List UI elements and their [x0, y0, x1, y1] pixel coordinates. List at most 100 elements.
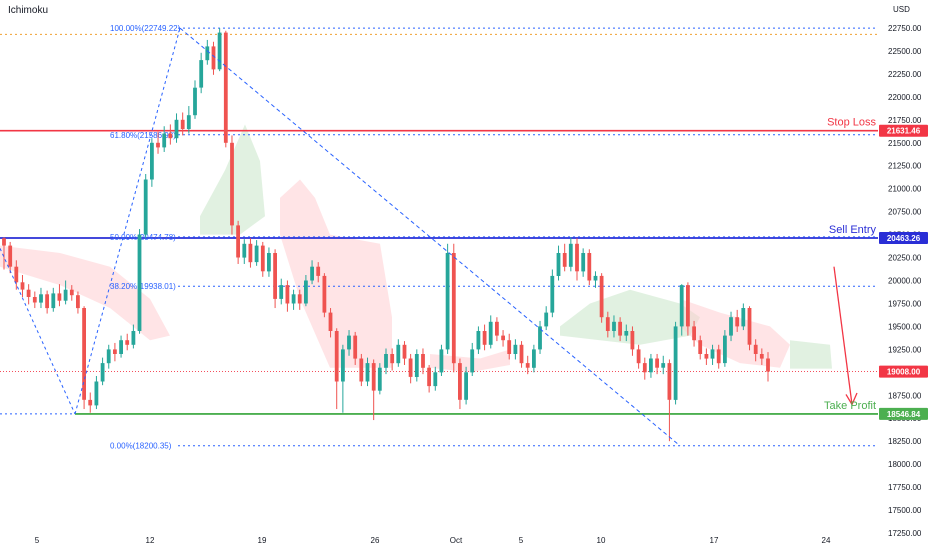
candle-body	[21, 282, 25, 289]
candle-body	[458, 363, 462, 400]
cloud-region-4	[560, 290, 700, 345]
x-tick-label: 5	[519, 536, 524, 545]
price-tag-label-2: 19008.00	[887, 368, 921, 377]
candle-body	[483, 331, 487, 345]
candle-body	[674, 326, 678, 400]
candle-body	[705, 354, 709, 359]
candle-body	[132, 331, 136, 345]
candle-body	[427, 368, 431, 386]
candle-body	[477, 331, 481, 349]
x-tick-label: 5	[35, 536, 40, 545]
price-tag-label-0: 21631.46	[887, 127, 921, 136]
candle-body	[267, 253, 271, 271]
candle-body	[175, 120, 179, 138]
candle-body	[353, 336, 357, 359]
candle-body	[735, 317, 739, 326]
y-tick-label: 20000.00	[888, 277, 922, 286]
candle-body	[600, 276, 604, 317]
candle-body	[64, 290, 68, 301]
candle-body	[144, 180, 148, 235]
candle-body	[452, 253, 456, 363]
candle-body	[168, 134, 172, 139]
candle-body	[199, 60, 203, 88]
fib-label-3: 38.20%(19938.01)	[110, 282, 176, 291]
y-tick-label: 18250.00	[888, 437, 922, 446]
candle-body	[421, 354, 425, 368]
candle-body	[723, 336, 727, 364]
candle-body	[138, 235, 142, 331]
y-tick-label: 21000.00	[888, 185, 922, 194]
y-tick-label: 21750.00	[888, 116, 922, 125]
candle-body	[680, 285, 684, 326]
candle-body	[520, 345, 524, 363]
candle-body	[606, 317, 610, 331]
candle-body	[310, 267, 314, 281]
y-tick-label: 21500.00	[888, 139, 922, 148]
candle-body	[514, 345, 518, 354]
y-tick-label: 22000.00	[888, 93, 922, 102]
candle-body	[372, 363, 376, 391]
candle-body	[390, 354, 394, 363]
y-tick-label: 18750.00	[888, 391, 922, 400]
y-tick-label: 20750.00	[888, 208, 922, 217]
candle-body	[150, 143, 154, 180]
y-tick-label: 19250.00	[888, 345, 922, 354]
candle-body	[766, 359, 770, 372]
candle-body	[661, 363, 665, 368]
candle-body	[125, 340, 129, 345]
candle-body	[316, 267, 320, 276]
candle-body	[440, 349, 444, 372]
candle-body	[39, 294, 43, 302]
candle-body	[2, 238, 6, 245]
candle-body	[119, 340, 123, 354]
candle-body	[236, 225, 240, 257]
candle-body	[323, 276, 327, 313]
candle-body	[378, 368, 382, 391]
candle-body	[698, 340, 702, 354]
price-axis[interactable]: 22750.00 22500.00 22250.00 22000.00 21750.00…	[888, 24, 922, 538]
candle-body	[70, 290, 74, 296]
candle-body	[729, 317, 733, 335]
x-tick-label: 12	[146, 536, 155, 545]
candle-body	[495, 322, 499, 336]
candle-body	[181, 120, 185, 129]
candle-body	[446, 253, 450, 349]
x-tick-label: 26	[371, 536, 380, 545]
candle-body	[575, 244, 579, 271]
indicator-label[interactable]: Ichimoku	[8, 5, 48, 16]
candle-body	[230, 143, 234, 226]
cloud-region-5	[680, 299, 790, 368]
y-tick-label: 19750.00	[888, 299, 922, 308]
candle-body	[187, 115, 191, 129]
candle-body	[581, 253, 585, 271]
candle-body	[643, 363, 647, 372]
candle-body	[304, 281, 308, 304]
level-name-2: Take Profit	[824, 400, 876, 412]
y-tick-label: 18000.00	[888, 460, 922, 469]
candle-body	[415, 354, 419, 377]
candle-body	[341, 349, 345, 381]
candle-body	[27, 290, 31, 297]
candle-body	[754, 345, 758, 354]
candle-body	[557, 253, 561, 276]
forecast-arrow-shaft	[834, 267, 852, 405]
candle-body	[101, 363, 105, 381]
y-tick-label: 17250.00	[888, 529, 922, 538]
y-tick-label: 17500.00	[888, 506, 922, 515]
candle-body	[594, 276, 598, 281]
candle-body	[193, 88, 197, 116]
time-axis[interactable]: 5 12 19 26 Oct 5 10 17 24	[35, 536, 831, 545]
y-tick-label: 22250.00	[888, 70, 922, 79]
candle-body	[526, 363, 530, 368]
y-tick-label: 17750.00	[888, 483, 922, 492]
price-tag-label-3: 18546.84	[887, 410, 921, 419]
candle-body	[366, 363, 370, 381]
candle-body	[298, 294, 302, 303]
candle-body	[335, 331, 339, 382]
candle-body	[668, 363, 672, 400]
y-tick-label: 20250.00	[888, 254, 922, 263]
candle-body	[242, 244, 246, 258]
candle-body	[433, 372, 437, 386]
fib-label-1: 61.80%(21586.98)	[110, 131, 176, 140]
